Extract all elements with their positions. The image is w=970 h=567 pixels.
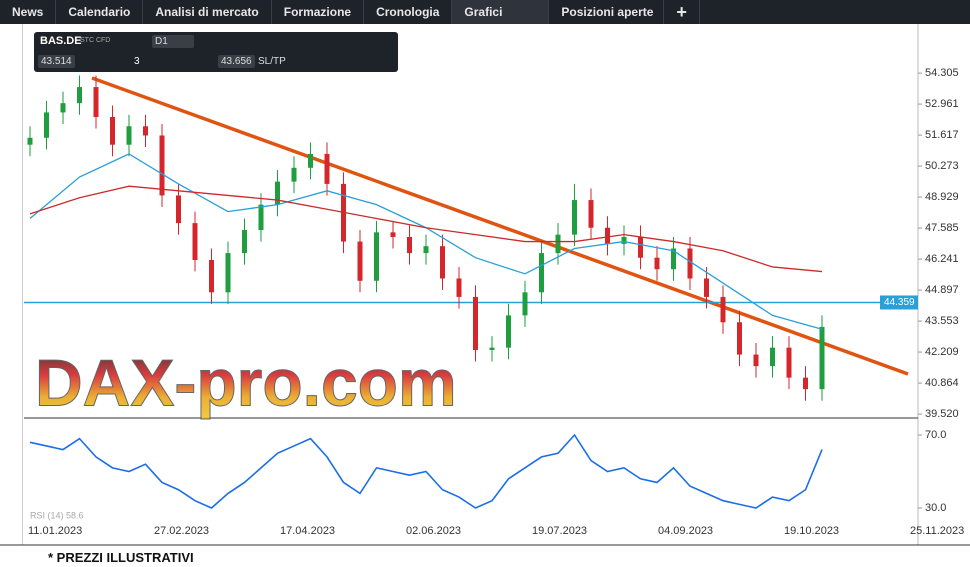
price-tag-label: 44.359 bbox=[884, 297, 915, 308]
candle-body bbox=[572, 200, 577, 235]
candle-body bbox=[225, 253, 231, 293]
candle-body bbox=[275, 181, 280, 205]
candle-body bbox=[819, 326, 825, 390]
candle-body bbox=[638, 236, 643, 258]
rsi-label: RSI (14) 58.6 bbox=[30, 510, 84, 520]
x-tick-label: 27.02.2023 bbox=[154, 525, 209, 537]
candle-body bbox=[588, 200, 594, 228]
rsi-line bbox=[29, 433, 823, 509]
y-tick-label: 52.961 bbox=[925, 98, 959, 110]
candle-body bbox=[737, 322, 742, 355]
candle-body bbox=[539, 253, 544, 293]
candle-body bbox=[27, 137, 33, 145]
y-tick-label: 43.553 bbox=[925, 315, 959, 327]
candle-body bbox=[159, 135, 165, 196]
candle-body bbox=[77, 87, 82, 104]
candle-body bbox=[704, 278, 709, 297]
y-tick-label: 39.520 bbox=[925, 408, 959, 420]
candle-body bbox=[258, 204, 264, 231]
candle-body bbox=[522, 292, 528, 316]
nav-bar: News Calendario Analisi di mercato Forma… bbox=[0, 0, 970, 24]
candle-body bbox=[489, 347, 495, 350]
candle-body bbox=[654, 257, 660, 270]
tab[interactable]: Analisi di mercato bbox=[143, 0, 272, 24]
candle-body bbox=[176, 195, 181, 224]
tab[interactable]: Calendario bbox=[56, 0, 144, 24]
footer-note: * PREZZI ILLUSTRATIVI bbox=[48, 550, 194, 565]
candle-body bbox=[242, 230, 247, 254]
y-tick-label: 44.897 bbox=[925, 284, 959, 296]
candle-body bbox=[803, 377, 808, 390]
y-tick-label: 40.864 bbox=[925, 377, 959, 389]
candle-body bbox=[753, 354, 759, 367]
y-tick-label: 46.241 bbox=[925, 253, 959, 265]
candle-body bbox=[506, 315, 511, 348]
candle-body bbox=[407, 236, 412, 254]
quantity[interactable]: 3 bbox=[134, 56, 140, 67]
sltp-button[interactable]: SL/TP bbox=[258, 56, 286, 67]
symbol-toolbar: BAS.DE STC CFD D1 43.514 3 43.656 SL/TP bbox=[34, 32, 398, 72]
candle-body bbox=[390, 232, 396, 237]
candle-body bbox=[209, 260, 214, 293]
candle-body bbox=[423, 246, 429, 254]
x-tick-label: 04.09.2023 bbox=[658, 525, 713, 537]
candle-body bbox=[374, 232, 379, 281]
candle-body bbox=[126, 126, 132, 145]
side-toolbar bbox=[0, 24, 23, 545]
y-tick-label: 42.209 bbox=[925, 346, 959, 358]
tab[interactable]: Posizioni aperte bbox=[549, 0, 665, 24]
rsi-tick-label: 30.0 bbox=[925, 502, 946, 514]
price-tag bbox=[880, 295, 918, 310]
candle-body bbox=[687, 248, 693, 279]
candle-body bbox=[308, 153, 313, 168]
candle-body bbox=[44, 112, 49, 138]
y-tick-label: 54.305 bbox=[925, 67, 959, 79]
candle-body bbox=[605, 227, 610, 244]
tab[interactable]: News bbox=[0, 0, 57, 24]
candle-body bbox=[192, 223, 198, 261]
candle-body bbox=[720, 296, 726, 323]
candle-body bbox=[110, 117, 115, 145]
x-tick-label: 19.10.2023 bbox=[784, 525, 839, 537]
y-tick-label: 48.929 bbox=[925, 191, 959, 203]
candle-body bbox=[621, 236, 627, 244]
x-tick-label: 19.07.2023 bbox=[532, 525, 587, 537]
bid-price[interactable]: 43.514 bbox=[38, 55, 75, 68]
tab[interactable]: Formazione bbox=[272, 0, 365, 24]
symbol-type: STC CFD bbox=[80, 37, 111, 44]
y-tick-label: 50.273 bbox=[925, 160, 959, 172]
ask-price[interactable]: 43.656 bbox=[218, 55, 255, 68]
candle-body bbox=[555, 234, 561, 254]
tab[interactable]: Grafici bbox=[452, 0, 550, 24]
add-tab[interactable]: + bbox=[664, 0, 700, 24]
candle-body bbox=[357, 241, 363, 281]
candle-body bbox=[324, 153, 330, 184]
rsi-tick-label: 70.0 bbox=[925, 429, 946, 441]
x-tick-label: 25.11.2023 bbox=[910, 525, 964, 537]
candle-body bbox=[291, 167, 297, 182]
candle-body bbox=[440, 246, 445, 279]
x-tick-label: 11.01.2023 bbox=[28, 525, 82, 537]
x-tick-label: 02.06.2023 bbox=[406, 525, 461, 537]
candle-body bbox=[770, 347, 775, 367]
candle-body bbox=[93, 87, 99, 118]
trend-line bbox=[91, 76, 909, 376]
candle-body bbox=[786, 347, 792, 378]
y-tick-label: 47.585 bbox=[925, 222, 959, 234]
tab[interactable]: Cronologia bbox=[364, 0, 453, 24]
candle-body bbox=[60, 103, 66, 113]
watermark: DAX-pro.com bbox=[35, 345, 457, 419]
candle-body bbox=[456, 278, 462, 297]
candle-body bbox=[143, 126, 148, 136]
y-tick-label: 51.617 bbox=[925, 129, 959, 141]
x-tick-label: 17.04.2023 bbox=[280, 525, 335, 537]
moving-average bbox=[29, 185, 823, 273]
candle-body bbox=[671, 248, 676, 270]
symbol[interactable]: BAS.DE bbox=[40, 35, 82, 47]
timeframe[interactable]: D1 bbox=[152, 35, 194, 48]
candle-body bbox=[473, 296, 478, 350]
